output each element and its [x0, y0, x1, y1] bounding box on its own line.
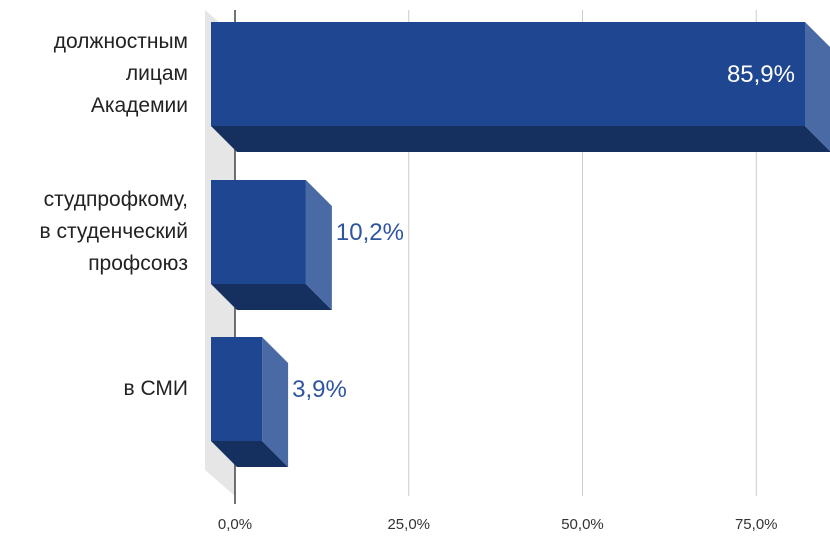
- bar: [211, 180, 306, 284]
- data-label: 85,9%: [727, 61, 795, 88]
- data-label: 3,9%: [292, 376, 347, 403]
- category-label: лицам: [126, 62, 188, 85]
- x-tick-label: 25,0%: [387, 516, 430, 533]
- category-label: Академии: [91, 94, 188, 117]
- bar-bottom-face: [211, 441, 289, 467]
- bar-bottom-face: [211, 126, 830, 152]
- x-tick-label: 75,0%: [735, 516, 778, 533]
- bar-side-face: [305, 180, 332, 310]
- bar-side-face: [805, 22, 830, 151]
- bar: [211, 337, 263, 441]
- category-label: должностным: [54, 30, 188, 53]
- category-label: в СМИ: [123, 377, 188, 400]
- category-label: профсоюз: [88, 252, 188, 275]
- x-tick-label: 0,0%: [218, 516, 252, 533]
- bar-side-face: [262, 337, 289, 467]
- bar-bottom-face: [211, 284, 332, 310]
- category-label: студпрофкому,: [44, 188, 188, 211]
- data-label: 10,2%: [336, 219, 404, 246]
- bar: [211, 22, 805, 126]
- x-tick-label: 50,0%: [561, 516, 604, 533]
- category-label: в студенческий: [40, 220, 188, 243]
